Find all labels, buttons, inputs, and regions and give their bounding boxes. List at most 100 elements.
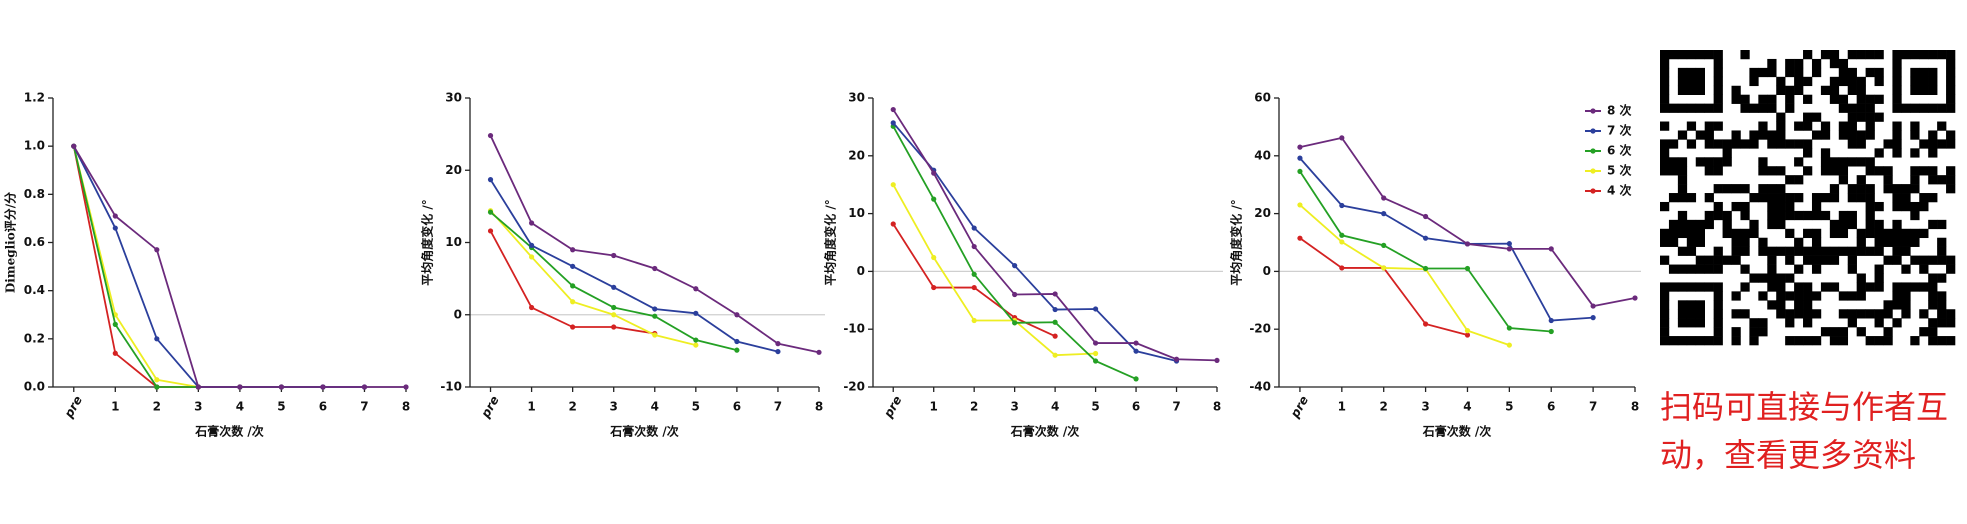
qr-module [1892, 282, 1902, 292]
qr-module [1946, 50, 1956, 60]
qr-module [1928, 175, 1938, 185]
point [361, 384, 368, 390]
qr-module [1928, 139, 1938, 149]
qr-module [1776, 309, 1786, 319]
point [1133, 376, 1139, 382]
qr-module [1722, 255, 1732, 265]
qr-module [1937, 255, 1947, 265]
qr-module [1838, 219, 1849, 230]
qr-module [1785, 210, 1795, 221]
y-tick-label: 20 [445, 163, 462, 177]
qr-module [1668, 228, 1679, 239]
point [1297, 144, 1303, 150]
point [1506, 325, 1512, 331]
qr-module [1677, 103, 1688, 113]
qr-module [1677, 228, 1688, 239]
point [931, 196, 937, 202]
qr-module [1856, 50, 1866, 60]
qr-module [1847, 318, 1857, 328]
qr-module [1695, 85, 1705, 95]
qr-module [1910, 210, 1920, 221]
point [1012, 263, 1018, 269]
qr-module [1874, 237, 1884, 247]
qr-module [1919, 327, 1929, 337]
legend-label: 5 次 [1607, 163, 1632, 178]
qr-module [1713, 67, 1723, 78]
qr-module [1713, 76, 1723, 87]
point [112, 213, 118, 219]
qr-module [1677, 264, 1688, 274]
qr-module [1820, 327, 1831, 337]
qr-module [1677, 282, 1688, 292]
qr-module [1865, 121, 1875, 131]
point [693, 286, 699, 292]
qr-module [1749, 193, 1759, 203]
x-tick-label: 1 [527, 400, 535, 414]
qr-module [1901, 201, 1911, 212]
qr-module [1677, 50, 1688, 60]
point [1297, 155, 1303, 161]
qr-module [1838, 76, 1849, 87]
qr-module [1776, 291, 1786, 301]
point [528, 220, 535, 226]
point [1381, 242, 1387, 248]
qr-module [1695, 219, 1705, 230]
qr-module [1695, 300, 1705, 310]
qr-module [1937, 50, 1947, 60]
qr-module [1874, 246, 1884, 256]
qr-module [1776, 139, 1786, 149]
qr-module [1794, 237, 1804, 247]
qr-module [1829, 282, 1840, 292]
qr-module [1928, 318, 1938, 328]
qr-module [1740, 94, 1750, 104]
qr-module [1758, 121, 1768, 131]
qr-module [1910, 76, 1920, 87]
point [734, 347, 740, 353]
point [528, 304, 535, 311]
y-tick-label: 0.6 [24, 235, 45, 249]
qr-module [1803, 139, 1813, 149]
point [278, 384, 285, 390]
qr-module [1758, 67, 1768, 78]
qr-module [1829, 166, 1840, 176]
caption-line: 动，查看更多资料 [1660, 436, 1916, 474]
qr-module [1668, 139, 1679, 149]
point [112, 225, 118, 231]
qr-module [1928, 130, 1938, 140]
qr-module [1740, 282, 1750, 292]
qr-module [1785, 94, 1795, 104]
qr-module [1704, 282, 1714, 292]
point [1092, 350, 1099, 357]
qr-module [1928, 50, 1938, 60]
qr-module [1695, 103, 1705, 113]
qr-module [1820, 246, 1831, 256]
qr-module [1677, 219, 1688, 230]
qr-module [1776, 201, 1786, 212]
point [1506, 241, 1512, 247]
qr-module [1838, 94, 1849, 104]
qr-module [1946, 94, 1956, 104]
qr-module [1820, 255, 1831, 265]
qr-module [1856, 139, 1866, 149]
qr-module [1686, 282, 1697, 292]
qr-module [1749, 336, 1759, 346]
point [890, 106, 896, 113]
qr-module [1856, 193, 1866, 203]
qr-module [1847, 157, 1857, 167]
qr-module [1677, 210, 1688, 221]
qr-module [1803, 246, 1813, 256]
qr-module [1668, 336, 1679, 346]
qr-module [1856, 228, 1866, 239]
qr-module [1713, 264, 1723, 274]
qr-module [1919, 166, 1929, 176]
qr-module [1731, 130, 1741, 140]
qr-module [1829, 336, 1840, 346]
qr-module [1686, 50, 1697, 60]
qr-module [1883, 237, 1893, 247]
qr-module [1946, 255, 1956, 265]
qr-module [1660, 94, 1670, 104]
qr-module [1803, 336, 1813, 346]
qr-module [1892, 193, 1902, 203]
point [1339, 232, 1345, 238]
qr-module [1776, 130, 1786, 140]
